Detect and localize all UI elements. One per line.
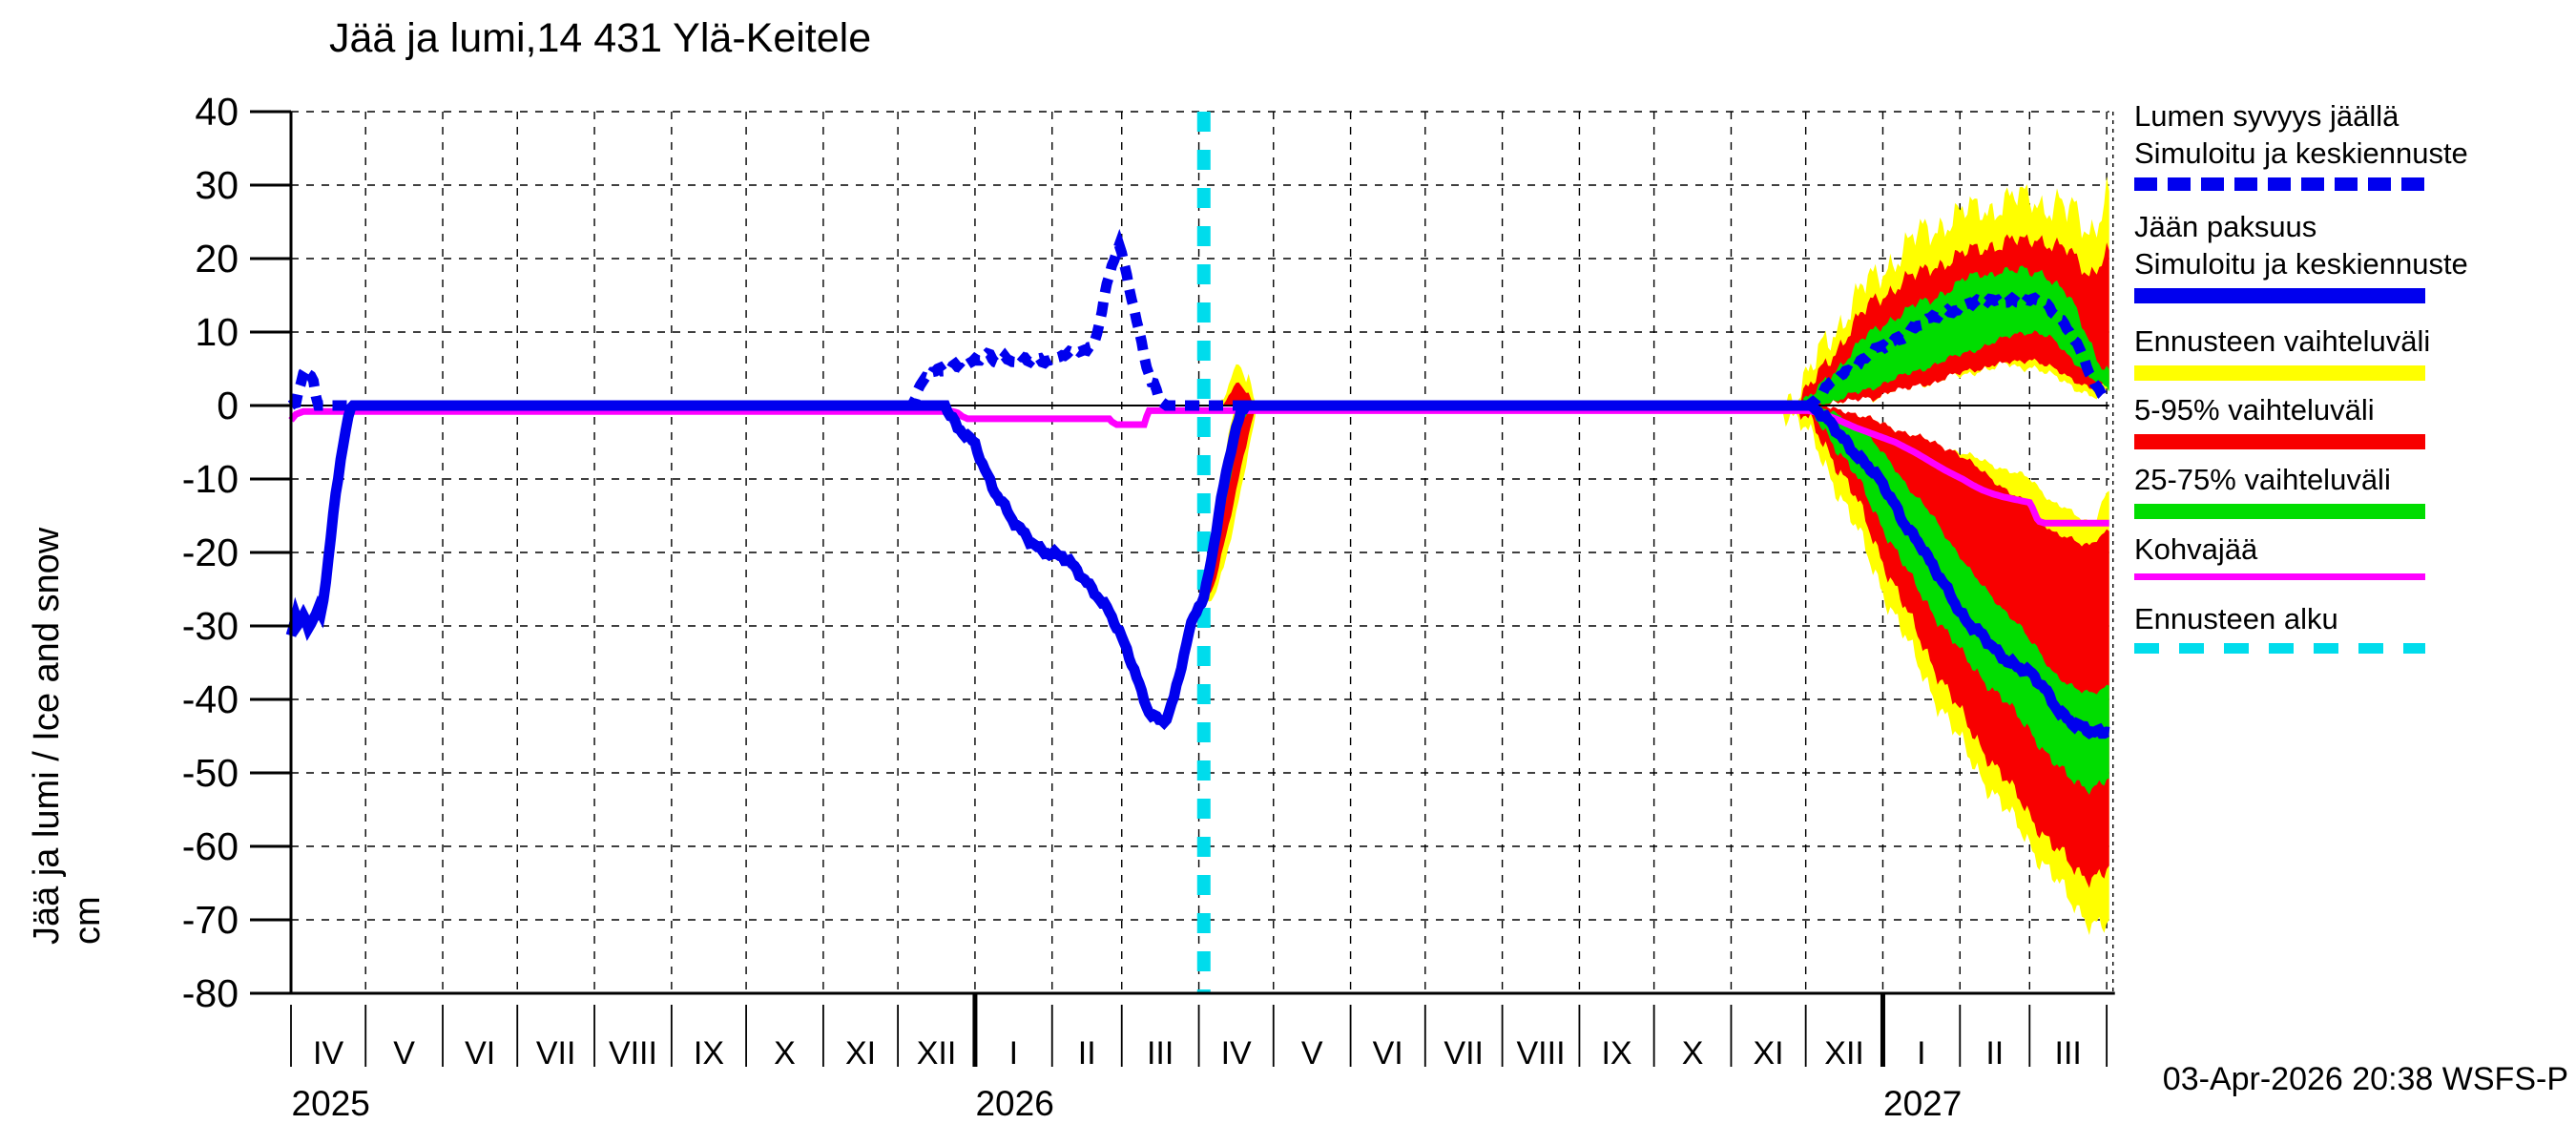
y-tick-label: 30 (195, 163, 239, 207)
month-label: V (1301, 1035, 1323, 1072)
month-label: XII (1824, 1035, 1864, 1072)
month-label: V (393, 1035, 415, 1072)
legend-entry-6: Ennusteen alku (2134, 600, 2425, 654)
y-tick-label: -20 (182, 531, 239, 574)
legend-sample-solid-blue-icon (2134, 288, 2425, 303)
month-label: IX (1601, 1035, 1631, 1072)
month-label: VIII (609, 1035, 657, 1072)
month-label: III (1147, 1035, 1174, 1072)
y-tick-label: -50 (182, 751, 239, 795)
legend-entry-5: Kohvajää (2134, 531, 2425, 580)
legend-entry-0: Lumen syvyys jäällä Simuloitu ja keskienn… (2134, 97, 2468, 191)
month-label: XI (1753, 1035, 1783, 1072)
y-tick-label: -60 (182, 824, 239, 868)
legend-sample-cyan-dashed-icon (2134, 643, 2425, 654)
month-label: X (1682, 1035, 1704, 1072)
legend-sample-dashed-blue-icon (2134, 177, 2425, 191)
legend-label: 5-95% vaihteluväli (2134, 393, 2375, 427)
y-axis-label: Jää ja lumi / Ice and snow cm (27, 170, 108, 945)
month-label: II (1078, 1035, 1096, 1072)
y-tick-label: 40 (195, 90, 239, 134)
month-label: VI (465, 1035, 495, 1072)
legend-label: Kohvajää (2134, 532, 2258, 566)
y-tick-label: 20 (195, 237, 239, 281)
month-label: IV (313, 1035, 343, 1072)
y-tick-label: 10 (195, 310, 239, 354)
month-label: VI (1373, 1035, 1403, 1072)
fan-winter-ice-red (1793, 406, 2109, 888)
month-label: VII (1444, 1035, 1484, 1072)
y-axis-label-text: Jää ja lumi / Ice and snow (27, 527, 67, 945)
month-label: XII (917, 1035, 957, 1072)
legend-entry-2: Ennusteen vaihteluväli (2134, 323, 2430, 381)
timestamp: 03-Apr-2026 20:38 WSFS-P (2162, 1061, 2568, 1097)
legend-entry-1: Jään paksuus Simuloitu ja keskiennuste (2134, 208, 2468, 303)
legend-label: Ennusteen vaihteluväli (2134, 324, 2431, 358)
legend-sample-yellow-icon (2134, 365, 2425, 381)
month-label: XI (845, 1035, 876, 1072)
y-tick-label: -30 (182, 604, 239, 648)
legend-sample-magenta-icon (2134, 573, 2425, 580)
y-tick-label: -80 (182, 971, 239, 1015)
chart-title: Jää ja lumi,14 431 Ylä-Keitele (329, 15, 872, 61)
legend-entry-4: 25-75% vaihteluväli (2134, 461, 2425, 519)
month-label: IV (1221, 1035, 1252, 1072)
legend-sample-green-icon (2134, 504, 2425, 519)
legend-label: Ennusteen alku (2134, 602, 2338, 635)
fan-spring-snow-red (1223, 382, 1254, 406)
month-label: IX (694, 1035, 724, 1072)
year-label: 2026 (975, 1084, 1053, 1123)
month-label: I (1009, 1035, 1018, 1072)
y-axis-unit: cm (68, 896, 108, 945)
month-label: III (2055, 1035, 2082, 1072)
month-label: I (1917, 1035, 1925, 1072)
legend-entry-3: 5-95% vaihteluväli (2134, 391, 2425, 449)
snow-depth-line (287, 228, 2113, 411)
month-label: VII (536, 1035, 576, 1072)
legend-label: Jään paksuus (2134, 210, 2317, 243)
legend-sublabel: Simuloitu ja keskiennuste (2134, 247, 2468, 281)
month-label: X (774, 1035, 796, 1072)
month-label: VIII (1517, 1035, 1566, 1072)
y-tick-label: 0 (217, 384, 239, 427)
legend-sublabel: Simuloitu ja keskiennuste (2134, 136, 2468, 170)
legend-sample-red-icon (2134, 434, 2425, 449)
year-label: 2027 (1883, 1084, 1962, 1123)
y-tick-label: -40 (182, 677, 239, 721)
y-tick-label: -10 (182, 457, 239, 501)
month-label: II (1985, 1035, 2004, 1072)
year-label: 2025 (292, 1084, 370, 1123)
y-tick-label: -70 (182, 898, 239, 942)
legend-label: 25-75% vaihteluväli (2134, 463, 2391, 496)
legend-label: Lumen syvyys jäällä (2134, 99, 2399, 133)
